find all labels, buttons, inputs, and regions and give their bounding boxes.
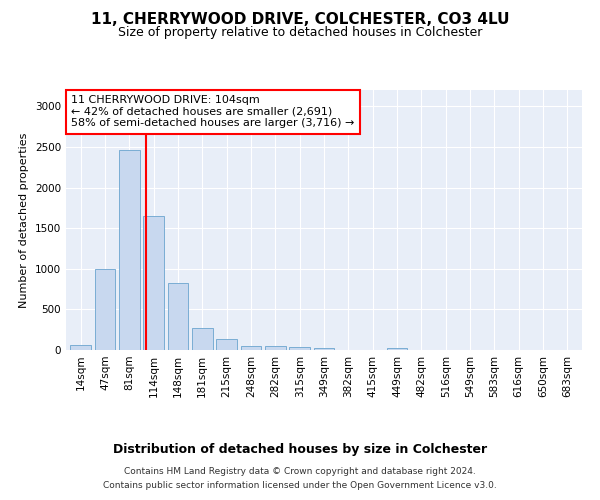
Bar [241, 346, 262, 350]
Bar [386, 348, 407, 350]
Bar [289, 346, 310, 350]
Bar [192, 328, 212, 350]
Text: Distribution of detached houses by size in Colchester: Distribution of detached houses by size … [113, 442, 487, 456]
Bar [216, 339, 237, 350]
Bar [95, 269, 115, 350]
Bar [70, 346, 91, 350]
Bar [119, 150, 140, 350]
Text: 11, CHERRYWOOD DRIVE, COLCHESTER, CO3 4LU: 11, CHERRYWOOD DRIVE, COLCHESTER, CO3 4L… [91, 12, 509, 28]
Bar [265, 346, 286, 350]
Bar [167, 282, 188, 350]
Text: Contains public sector information licensed under the Open Government Licence v3: Contains public sector information licen… [103, 481, 497, 490]
Text: Contains HM Land Registry data © Crown copyright and database right 2024.: Contains HM Land Registry data © Crown c… [124, 468, 476, 476]
Bar [143, 216, 164, 350]
Bar [314, 348, 334, 350]
Text: 11 CHERRYWOOD DRIVE: 104sqm
← 42% of detached houses are smaller (2,691)
58% of : 11 CHERRYWOOD DRIVE: 104sqm ← 42% of det… [71, 95, 355, 128]
Y-axis label: Number of detached properties: Number of detached properties [19, 132, 29, 308]
Text: Size of property relative to detached houses in Colchester: Size of property relative to detached ho… [118, 26, 482, 39]
